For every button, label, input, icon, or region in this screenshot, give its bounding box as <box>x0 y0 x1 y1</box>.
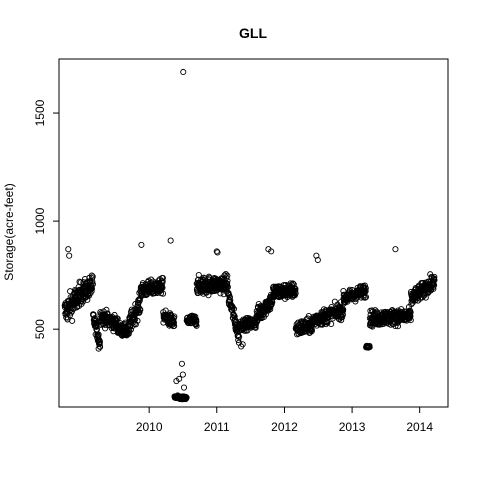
data-point <box>96 343 103 350</box>
data-point <box>372 307 379 314</box>
chart-title: GLL <box>239 25 267 41</box>
y-tick-label: 1500 <box>33 99 47 126</box>
data-point <box>193 322 200 329</box>
data-point <box>89 273 96 280</box>
data-point <box>292 285 299 292</box>
data-point <box>195 271 202 279</box>
data-point <box>193 316 200 323</box>
data-point <box>173 378 180 385</box>
data-point <box>362 288 369 295</box>
data-point <box>159 274 166 282</box>
data-point <box>236 333 243 340</box>
data-point <box>88 288 95 295</box>
x-tick-label: 2012 <box>271 420 298 434</box>
data-points <box>61 68 438 403</box>
data-point <box>114 315 121 322</box>
data-point <box>89 281 96 288</box>
data-point <box>292 290 299 297</box>
data-point <box>362 285 369 292</box>
data-point <box>69 317 76 324</box>
data-point <box>180 68 187 76</box>
data-point <box>178 360 185 367</box>
data-point <box>170 319 178 326</box>
data-point <box>193 318 200 325</box>
data-point <box>92 320 99 327</box>
data-point <box>268 248 275 255</box>
data-point <box>229 304 236 311</box>
data-point <box>308 327 315 334</box>
data-point <box>252 322 259 329</box>
data-point <box>407 317 414 324</box>
x-tick-label: 2013 <box>339 420 366 434</box>
data-point <box>213 248 220 255</box>
data-point <box>313 252 320 259</box>
data-point <box>88 272 95 279</box>
data-point <box>179 371 186 378</box>
x-tick-label: 2010 <box>136 420 163 434</box>
data-point <box>224 283 231 290</box>
data-point <box>171 313 178 320</box>
data-point <box>66 252 73 259</box>
data-point <box>362 293 370 301</box>
data-point <box>314 256 321 264</box>
data-point <box>328 320 335 328</box>
data-point <box>137 306 144 313</box>
data-point <box>430 285 437 292</box>
y-axis: 500 1000 1500 <box>33 99 60 339</box>
data-point <box>159 278 166 285</box>
data-point <box>65 246 72 253</box>
x-axis: 2010 2011 2012 2013 2014 <box>136 406 433 434</box>
data-point <box>183 394 190 401</box>
data-point <box>148 276 155 283</box>
data-point <box>361 294 369 301</box>
data-point <box>159 290 167 297</box>
data-point <box>352 298 359 305</box>
data-point <box>134 317 141 324</box>
data-point <box>103 306 110 313</box>
data-point <box>171 322 178 329</box>
data-point <box>127 326 134 333</box>
data-point <box>132 321 139 328</box>
data-point <box>138 241 145 248</box>
y-tick-label: 500 <box>33 319 47 339</box>
data-point <box>392 246 399 253</box>
data-point <box>167 237 174 244</box>
data-point <box>180 384 188 391</box>
data-point <box>224 277 231 284</box>
data-point <box>235 332 242 339</box>
x-tick-label: 2011 <box>204 420 230 434</box>
y-tick-label: 1000 <box>33 207 47 234</box>
data-point <box>407 309 414 316</box>
data-point <box>340 306 347 313</box>
data-point <box>239 341 246 348</box>
data-point <box>230 305 238 312</box>
data-point <box>159 284 166 291</box>
data-point <box>292 287 299 294</box>
data-point <box>102 325 109 332</box>
data-point <box>431 273 438 280</box>
data-point <box>129 322 136 329</box>
data-point <box>235 336 242 344</box>
data-point <box>93 321 100 328</box>
y-axis-label: Storage(acre-feet) <box>2 183 16 280</box>
data-point <box>76 278 83 285</box>
plot-frame <box>58 58 449 408</box>
data-point <box>214 249 221 256</box>
data-point <box>88 285 96 292</box>
data-point <box>231 313 238 320</box>
data-point <box>431 277 438 284</box>
data-point <box>224 280 231 287</box>
data-point <box>77 279 84 286</box>
data-point <box>407 313 414 320</box>
x-tick-label: 2014 <box>406 420 433 434</box>
data-point <box>366 344 373 351</box>
data-point <box>222 270 229 278</box>
data-point <box>226 294 233 301</box>
